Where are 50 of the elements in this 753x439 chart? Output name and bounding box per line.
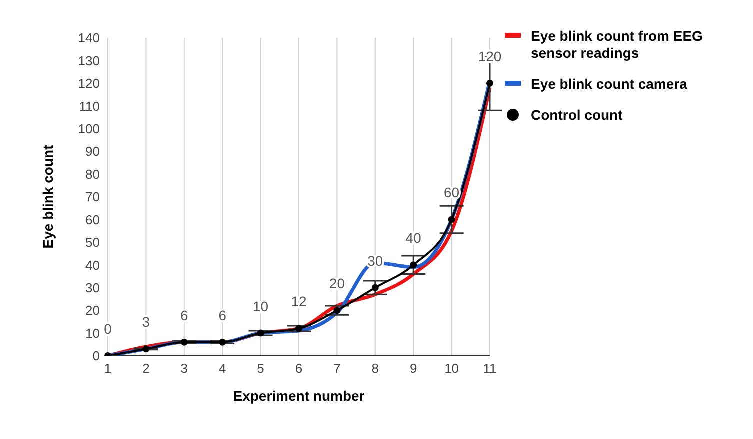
x-tick-label: 9	[410, 361, 418, 376]
x-tick-label: 4	[218, 361, 226, 376]
x-tick-label: 7	[334, 361, 341, 376]
y-tick-label: 90	[86, 144, 100, 160]
point	[180, 338, 188, 346]
legend-label: Eye blink count camera	[531, 76, 688, 93]
data-label: 0	[104, 321, 112, 337]
y-tick-label: 140	[78, 30, 100, 46]
y-tick-label: 40	[86, 258, 100, 273]
y-tick-label: 100	[78, 121, 100, 136]
x-axis-title: Experiment number	[233, 388, 366, 404]
data-label: 60	[444, 184, 460, 201]
point	[142, 346, 150, 353]
data-label: 10	[253, 298, 269, 314]
y-tick-label: 20	[86, 303, 100, 318]
y-tick-label: 30	[86, 280, 100, 296]
x-tick-label: 1	[104, 361, 112, 376]
data-label: 3	[142, 314, 150, 330]
x-tick-label: 3	[180, 361, 188, 376]
data-label: 12	[291, 294, 307, 310]
data-label: 6	[218, 307, 227, 324]
point	[257, 330, 264, 337]
legend-label: Eye blink count from EEG sensor readings	[531, 28, 704, 62]
y-tick-label: 80	[86, 166, 100, 182]
x-tick-label: 10	[444, 361, 460, 376]
x-tick-label: 6	[295, 361, 303, 376]
x-tick-label: 8	[372, 361, 380, 376]
y-tick-label: 110	[79, 98, 100, 114]
y-axis-title: Eye blink count	[40, 144, 56, 249]
x-tick-label: 5	[257, 361, 264, 376]
point	[296, 325, 302, 332]
x-tick-label: 2	[142, 361, 150, 376]
y-tick-label: 120	[78, 76, 100, 92]
data-label: 6	[180, 307, 188, 324]
y-tick-label: 70	[86, 190, 100, 205]
point	[372, 284, 379, 292]
x-tick-label: 11	[483, 361, 497, 376]
data-label: 40	[406, 230, 422, 246]
y-tick-label: 10	[86, 326, 100, 341]
y-tick-label: 130	[78, 53, 100, 68]
point	[486, 80, 494, 87]
point	[334, 307, 341, 314]
point	[448, 216, 456, 224]
data-label: 20	[329, 276, 346, 292]
y-tick-label: 50	[86, 235, 100, 250]
point	[410, 262, 418, 269]
y-tick-label: 0	[92, 348, 100, 364]
point	[219, 338, 226, 346]
y-tick-label: 60	[86, 212, 100, 228]
legend-label: Control count	[531, 107, 623, 124]
